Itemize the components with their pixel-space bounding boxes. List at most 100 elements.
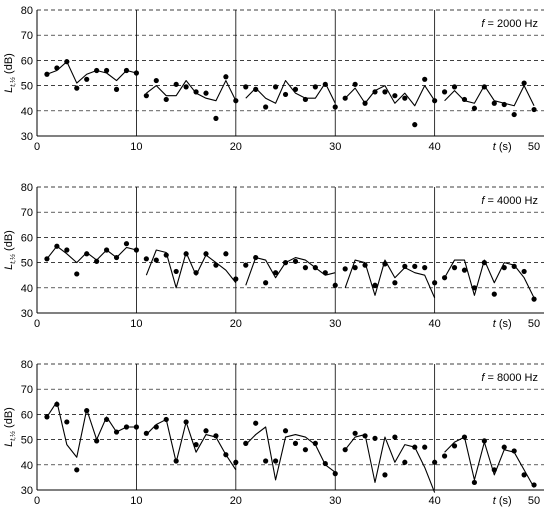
- data-point: [372, 282, 378, 288]
- data-point: [302, 265, 309, 271]
- data-point: [94, 438, 100, 444]
- data-point: [382, 89, 388, 95]
- series-line-segment: [46, 401, 137, 458]
- data-point: [422, 76, 428, 82]
- x-axis-label: t (s): [493, 141, 512, 153]
- data-point: [451, 265, 458, 271]
- data-point: [292, 258, 299, 264]
- y-tick-label: 70: [21, 30, 33, 42]
- data-point: [332, 282, 338, 288]
- data-point: [292, 440, 299, 446]
- y-tick-label: 30: [21, 308, 33, 320]
- data-point: [173, 268, 179, 275]
- x-tick-label: 10: [130, 141, 142, 153]
- data-point: [143, 256, 149, 262]
- data-point: [521, 80, 527, 86]
- data-point: [203, 428, 209, 434]
- x-tick-label: 20: [230, 141, 242, 153]
- data-point: [402, 95, 408, 101]
- y-tick-label: 50: [21, 258, 33, 270]
- data-point: [382, 472, 388, 478]
- data-point: [163, 96, 169, 103]
- series-line-segment: [46, 61, 137, 84]
- y-tick-label: 30: [21, 485, 33, 497]
- x-tick-label: 40: [429, 318, 441, 330]
- series-line-segment: [46, 245, 137, 264]
- y-axis-label: Lt,½ (dB): [3, 407, 17, 447]
- data-point: [263, 458, 269, 464]
- data-point: [511, 111, 517, 118]
- x-axis-label: t (s): [493, 495, 512, 507]
- series-line-segment: [344, 85, 436, 107]
- data-point: [193, 89, 199, 95]
- data-point: [94, 258, 100, 264]
- data-point: [422, 265, 428, 271]
- y-tick-label: 50: [21, 81, 33, 93]
- data-point: [223, 251, 229, 257]
- y-tick-label: 40: [21, 460, 33, 472]
- data-point: [233, 459, 239, 465]
- series-line-segment: [344, 434, 436, 493]
- series-line-segment: [145, 249, 237, 289]
- x-tick-label: 30: [329, 495, 341, 507]
- data-point: [203, 90, 209, 96]
- data-point: [143, 430, 149, 436]
- data-point: [312, 84, 318, 90]
- data-point: [64, 419, 70, 425]
- data-point: [432, 459, 438, 465]
- data-point: [491, 100, 497, 106]
- x-tick-label: 10: [130, 318, 142, 330]
- data-point: [372, 89, 378, 95]
- data-point: [253, 420, 259, 426]
- data-point: [74, 85, 80, 91]
- data-point: [203, 251, 209, 257]
- data-point: [153, 77, 159, 84]
- data-point: [272, 270, 279, 276]
- data-point: [282, 428, 289, 434]
- data-point: [501, 444, 507, 450]
- data-point: [153, 257, 159, 263]
- series-line-segment: [245, 426, 336, 481]
- data-point: [263, 280, 269, 286]
- data-point: [243, 84, 249, 90]
- data-point: [412, 122, 418, 128]
- x-tick-label: 40: [429, 141, 441, 153]
- data-point: [213, 115, 219, 121]
- data-point: [332, 471, 338, 477]
- data-point: [392, 434, 398, 440]
- data-point: [352, 81, 358, 87]
- y-axis-label: Lt,½ (dB): [3, 230, 17, 270]
- series-line-segment: [145, 418, 237, 471]
- series-line-segment: [146, 80, 237, 102]
- y-tick-label: 60: [21, 409, 33, 421]
- y-tick-label: 40: [21, 283, 33, 295]
- data-point: [392, 93, 398, 99]
- data-point: [432, 280, 438, 286]
- x-axis-label: t (s): [493, 318, 512, 330]
- y-tick-label: 60: [21, 55, 33, 67]
- data-point: [422, 444, 428, 450]
- x-tick-label: 0: [34, 495, 40, 507]
- y-tick-label: 50: [21, 435, 33, 447]
- y-tick-label: 70: [21, 384, 33, 396]
- data-point: [402, 459, 408, 465]
- y-tick-label: 70: [21, 207, 33, 219]
- data-point: [84, 251, 90, 257]
- data-point: [521, 472, 527, 478]
- data-point: [84, 76, 90, 82]
- x-tick-label: 30: [329, 141, 341, 153]
- data-point: [243, 262, 249, 268]
- series-line-segment: [344, 259, 436, 299]
- data-point: [263, 104, 269, 110]
- x-tick-label: 50: [528, 495, 540, 507]
- chart-panel-3: 30 40 50 60 70 80 0 10 20 30 40 50 t (s) Lt,½ (dB) f =…: [3, 359, 544, 507]
- frequency-annotation: f = 8000 Hz: [481, 372, 538, 384]
- y-tick-label: 60: [21, 232, 33, 244]
- data-point: [352, 265, 358, 271]
- x-tick-label: 10: [130, 495, 142, 507]
- y-tick-label: 80: [21, 182, 33, 194]
- data-point: [471, 105, 478, 111]
- series-line-segment: [444, 85, 535, 107]
- x-tick-label: 20: [230, 495, 242, 507]
